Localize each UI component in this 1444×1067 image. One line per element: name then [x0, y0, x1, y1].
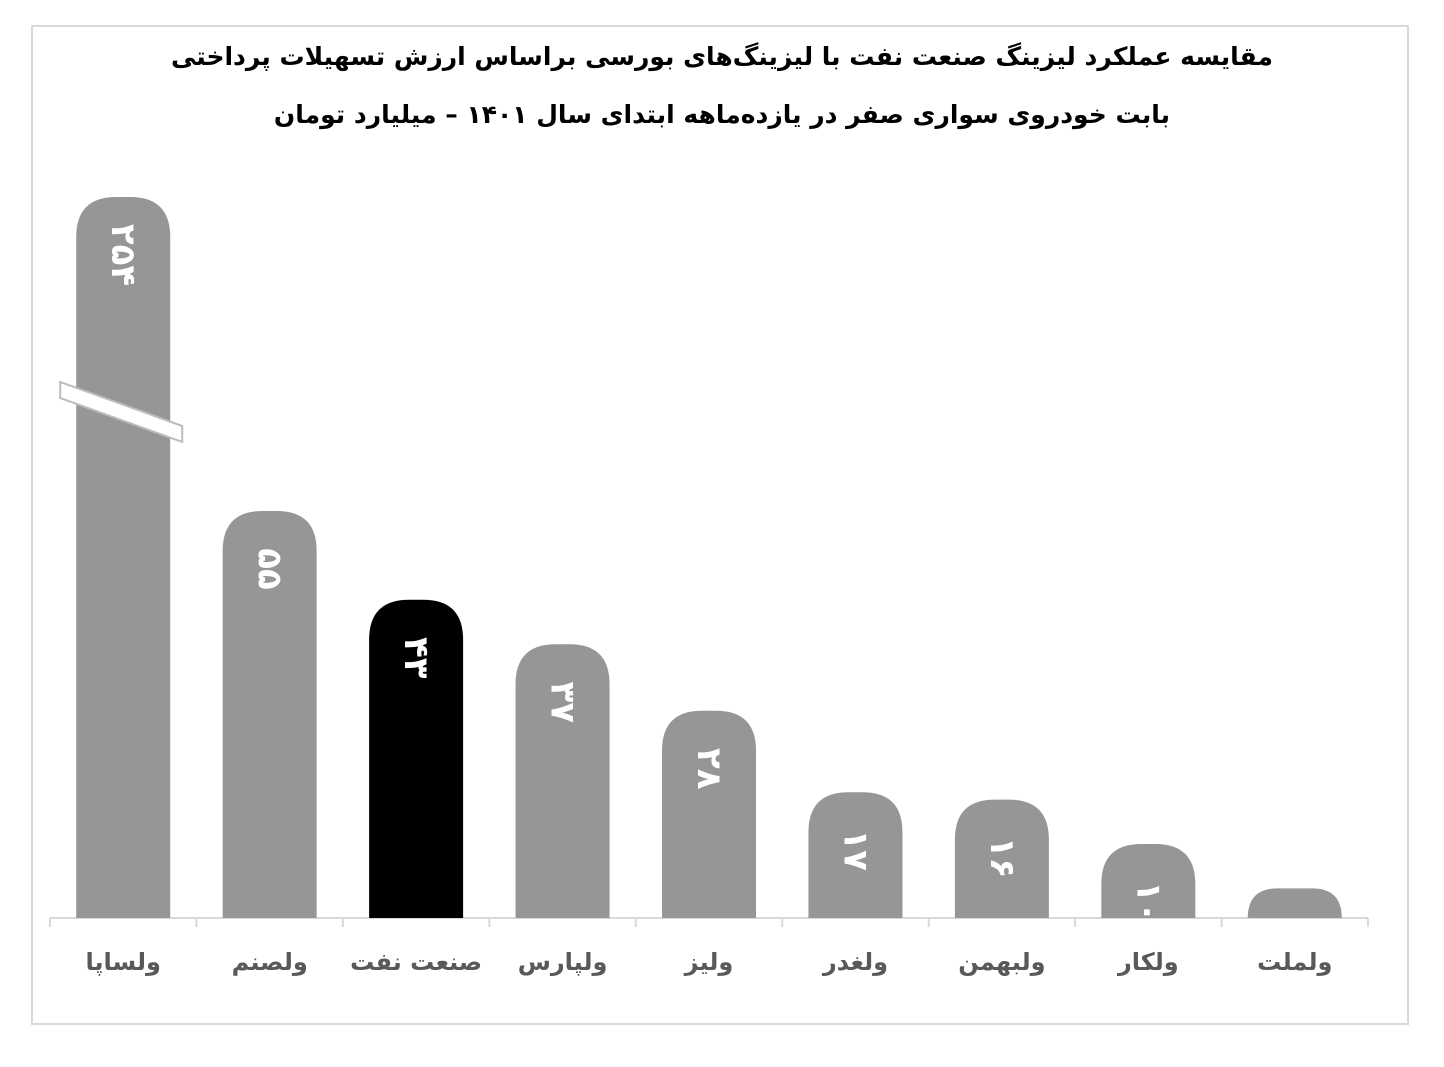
chart-title-line-1: مقایسه عملکرد لیزینگ صنعت نفت با لیزینگ‌…	[170, 42, 1274, 71]
bar-6	[954, 799, 1049, 918]
data-label-1: ۵۵	[250, 548, 290, 590]
category-label-3: ولپارس	[518, 948, 608, 976]
data-label-4: ۲۸	[689, 748, 729, 790]
axis-break-marker	[59, 380, 184, 444]
bar-0	[76, 197, 171, 918]
category-label-4: ولیز	[684, 948, 734, 976]
bar-8	[1247, 888, 1342, 918]
bar-4	[662, 710, 756, 918]
data-label-0: ۲۵۴	[103, 224, 143, 286]
data-label-2: ۴۳	[396, 637, 436, 679]
data-label-7: ۱۰	[1128, 881, 1168, 923]
category-label-5: ولغدر	[822, 948, 888, 976]
data-label-5: ۱۷	[835, 829, 875, 871]
bar-3	[515, 644, 610, 918]
data-label-8: ۴	[1275, 936, 1315, 957]
bar-5	[808, 792, 903, 918]
data-label-3: ۳۷	[543, 681, 583, 723]
category-label-7: ولکار	[1117, 948, 1179, 976]
data-label-6: ۱۶	[982, 837, 1022, 879]
chart-title-line-2: بابت خودروی سواری صفر در یازده‌ماهه ابتد…	[273, 100, 1171, 129]
bar-7	[1101, 844, 1196, 918]
category-label-6: ولبهمن	[958, 948, 1045, 976]
category-label-1: ولصنم	[232, 948, 308, 976]
category-label-0: ولساپا	[86, 948, 161, 976]
category-label-8: ولملت	[1257, 948, 1332, 976]
category-label-2: صنعت نفت	[350, 948, 482, 976]
bar-2	[369, 599, 464, 918]
bar-1	[222, 511, 317, 918]
